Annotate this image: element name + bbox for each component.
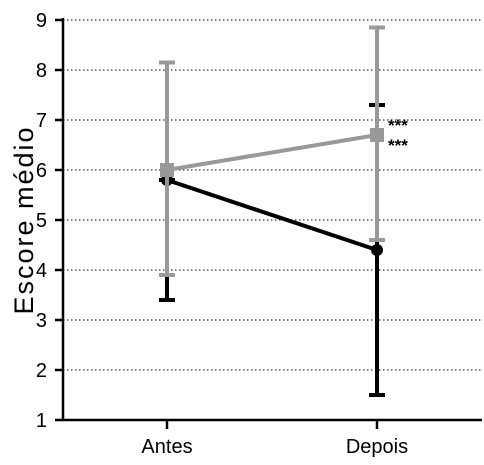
series-1: *** <box>159 25 408 277</box>
y-tick-label: 1 <box>36 410 47 432</box>
x-tick-label: Antes <box>141 436 192 458</box>
x-ticks: Antes Depois <box>141 420 408 458</box>
significance-label: *** <box>388 136 408 155</box>
data-point <box>160 163 174 177</box>
y-tick-label: 3 <box>36 310 47 332</box>
y-axis-title: Escore médio <box>9 125 39 314</box>
y-tick-label: 7 <box>36 110 47 132</box>
y-tick-label: 9 <box>36 10 47 32</box>
data-point <box>371 244 383 256</box>
series-line <box>166 178 378 252</box>
y-tick-label: 4 <box>36 260 47 282</box>
x-tick-label: Depois <box>346 436 408 458</box>
y-tick-label: 6 <box>36 160 47 182</box>
significance-label: *** <box>388 116 408 135</box>
data-point <box>370 128 384 142</box>
y-tick-label: 2 <box>36 360 47 382</box>
series-line <box>166 133 378 172</box>
y-tick-label: 5 <box>36 210 47 232</box>
y-ticks: 1 2 3 4 5 6 7 8 9 <box>36 10 63 432</box>
series-0: *** <box>159 103 408 397</box>
series: ****** <box>159 25 408 397</box>
gridlines <box>63 19 482 371</box>
y-tick-label: 8 <box>36 60 47 82</box>
